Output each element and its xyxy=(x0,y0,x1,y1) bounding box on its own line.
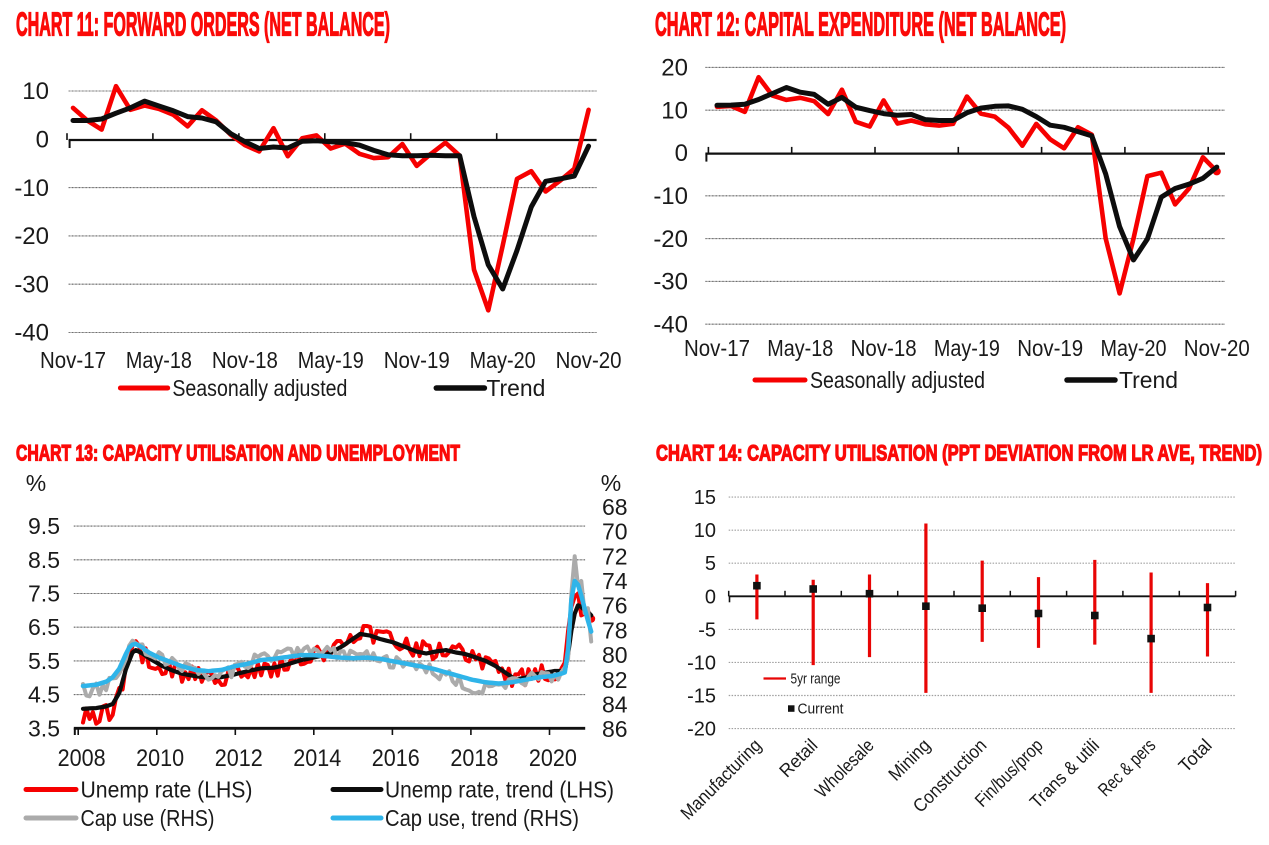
svg-text:-10: -10 xyxy=(14,175,49,202)
svg-text:2014: 2014 xyxy=(293,745,341,772)
svg-text:Nov-20: Nov-20 xyxy=(556,347,622,373)
svg-text:Nov-19: Nov-19 xyxy=(1017,335,1083,361)
svg-text:CHART 13: CAPACITY UTILISATION: CHART 13: CAPACITY UTILISATION AND UNEMP… xyxy=(16,441,460,466)
svg-text:CHART 14: CAPACITY UTILISATION: CHART 14: CAPACITY UTILISATION (PPT DEVI… xyxy=(656,441,1262,466)
svg-text:78: 78 xyxy=(602,617,628,643)
svg-text:8.5: 8.5 xyxy=(28,547,60,573)
svg-text:-40: -40 xyxy=(653,311,688,338)
svg-text:Trend: Trend xyxy=(486,375,545,401)
svg-text:2010: 2010 xyxy=(136,745,184,772)
svg-text:9.5: 9.5 xyxy=(28,513,60,539)
svg-text:2018: 2018 xyxy=(450,745,498,772)
svg-text:Cap use (RHS): Cap use (RHS) xyxy=(81,805,215,831)
svg-text:68: 68 xyxy=(602,494,628,520)
svg-text:-20: -20 xyxy=(687,719,716,741)
svg-text:-10: -10 xyxy=(653,183,688,210)
svg-text:76: 76 xyxy=(602,593,628,619)
svg-text:Cap use, trend (RHS): Cap use, trend (RHS) xyxy=(385,805,579,831)
svg-text:2008: 2008 xyxy=(58,745,106,772)
svg-text:70: 70 xyxy=(602,519,628,545)
svg-text:2012: 2012 xyxy=(215,745,263,772)
svg-text:Unemp rate (LHS): Unemp rate (LHS) xyxy=(81,777,253,803)
svg-text:0: 0 xyxy=(705,586,716,608)
svg-text:-20: -20 xyxy=(653,226,688,253)
svg-text:84: 84 xyxy=(602,692,628,718)
svg-text:10: 10 xyxy=(661,97,688,124)
svg-text:May-19: May-19 xyxy=(298,347,364,373)
svg-text:Nov-18: Nov-18 xyxy=(851,335,917,361)
svg-text:10: 10 xyxy=(22,78,49,105)
svg-text:-20: -20 xyxy=(14,223,49,250)
svg-text:2016: 2016 xyxy=(372,745,420,772)
svg-text:Nov-17: Nov-17 xyxy=(40,347,106,373)
svg-text:-15: -15 xyxy=(687,686,716,708)
svg-text:May-18: May-18 xyxy=(767,335,833,361)
svg-text:%: % xyxy=(26,470,46,496)
svg-text:0: 0 xyxy=(36,127,49,154)
svg-text:CHART 12: CAPITAL EXPENDITURE: CHART 12: CAPITAL EXPENDITURE (NET BALAN… xyxy=(655,6,1066,43)
svg-text:0: 0 xyxy=(675,140,688,167)
svg-text:-40: -40 xyxy=(14,320,49,347)
svg-text:Nov-17: Nov-17 xyxy=(684,335,750,361)
svg-text:May-18: May-18 xyxy=(126,347,192,373)
svg-text:5yr range: 5yr range xyxy=(791,671,841,688)
svg-text:May-20: May-20 xyxy=(470,347,536,373)
svg-text:5: 5 xyxy=(705,553,716,575)
svg-text:5.5: 5.5 xyxy=(28,648,60,674)
svg-text:Seasonally adjusted: Seasonally adjusted xyxy=(172,375,347,401)
svg-text:Unemp rate, trend (LHS): Unemp rate, trend (LHS) xyxy=(385,777,614,803)
svg-text:3.5: 3.5 xyxy=(28,715,60,741)
svg-text:15: 15 xyxy=(694,487,716,509)
svg-text:Nov-20: Nov-20 xyxy=(1184,335,1250,361)
svg-text:CHART 11: FORWARD ORDERS (NET: CHART 11: FORWARD ORDERS (NET BALANCE) xyxy=(16,6,390,43)
svg-text:82: 82 xyxy=(602,667,628,693)
svg-text:74: 74 xyxy=(602,568,628,594)
svg-text:72: 72 xyxy=(602,543,628,569)
svg-text:4.5: 4.5 xyxy=(28,682,60,708)
svg-text:-30: -30 xyxy=(653,269,688,296)
svg-text:Current: Current xyxy=(798,701,845,718)
svg-text:6.5: 6.5 xyxy=(28,614,60,640)
svg-text:Nov-19: Nov-19 xyxy=(384,347,450,373)
svg-text:Trend: Trend xyxy=(1119,367,1178,393)
svg-text:10: 10 xyxy=(694,520,716,542)
svg-text:-30: -30 xyxy=(14,271,49,298)
svg-text:-10: -10 xyxy=(687,652,716,674)
svg-text:80: 80 xyxy=(602,642,628,668)
svg-text:%: % xyxy=(601,470,621,496)
svg-text:2020: 2020 xyxy=(529,745,577,772)
svg-text:86: 86 xyxy=(602,716,628,742)
svg-text:20: 20 xyxy=(661,55,688,82)
svg-text:Nov-18: Nov-18 xyxy=(212,347,278,373)
svg-text:Seasonally adjusted: Seasonally adjusted xyxy=(810,367,985,393)
svg-text:May-20: May-20 xyxy=(1101,335,1167,361)
svg-text:May-19: May-19 xyxy=(934,335,1000,361)
svg-text:-5: -5 xyxy=(698,619,716,641)
svg-text:7.5: 7.5 xyxy=(28,581,60,607)
